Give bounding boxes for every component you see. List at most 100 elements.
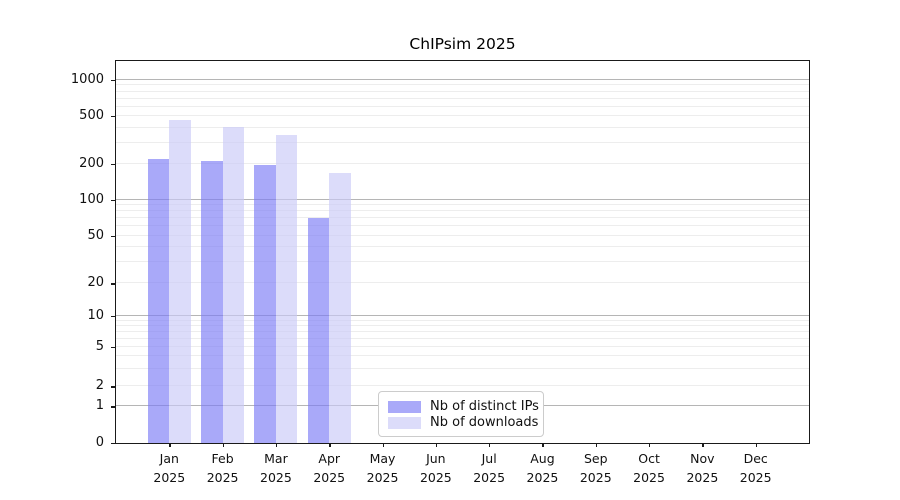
x-tick-year: 2025 xyxy=(473,470,506,485)
x-tick-month: Dec xyxy=(743,451,768,466)
y-gridline-minor xyxy=(116,225,809,227)
x-tick-mark xyxy=(702,443,704,447)
x-tick-month: Jan xyxy=(159,451,179,466)
y-tick-mark xyxy=(111,406,115,408)
x-tick-mark xyxy=(382,443,384,447)
x-tick-label: Mar 2025 xyxy=(244,449,308,487)
x-tick-mark xyxy=(222,443,224,447)
bar-nb-of-distinct-ips-jan xyxy=(147,159,170,443)
x-tick-label: Apr 2025 xyxy=(297,449,361,487)
x-tick-year: 2025 xyxy=(260,470,292,485)
y-gridline-minor xyxy=(116,345,809,347)
x-tick-label: Nov 2025 xyxy=(670,449,734,487)
x-tick-month: Nov xyxy=(690,451,715,466)
x-tick-label: Oct 2025 xyxy=(617,449,681,487)
x-tick-label: Dec 2025 xyxy=(724,449,788,487)
legend-label-distinct-ips: Nb of distinct IPs xyxy=(430,399,539,414)
y-tick-label: 10 xyxy=(87,307,104,323)
x-tick-mark xyxy=(169,443,171,447)
y-gridline-minor xyxy=(116,97,809,99)
y-tick-mark xyxy=(111,164,115,166)
x-tick-mark xyxy=(755,443,757,447)
y-tick-mark xyxy=(111,283,115,285)
x-tick-month: Jun xyxy=(426,451,446,466)
x-tick-month: Oct xyxy=(638,451,660,466)
y-gridline-minor xyxy=(116,330,809,332)
y-tick-mark xyxy=(111,443,115,445)
legend-label-downloads: Nb of downloads xyxy=(430,415,539,430)
y-gridline-minor xyxy=(116,105,809,107)
x-tick-mark xyxy=(329,443,331,447)
x-tick-label: Jul 2025 xyxy=(457,449,521,487)
y-tick-label: 1000 xyxy=(70,71,104,87)
y-tick-mark xyxy=(111,79,115,82)
bar-nb-of-distinct-ips-feb xyxy=(201,161,223,443)
y-tick-label: 100 xyxy=(79,191,104,207)
x-tick-year: 2025 xyxy=(313,470,346,485)
x-tick-year: 2025 xyxy=(366,470,399,485)
x-tick-year: 2025 xyxy=(153,470,186,485)
y-tick-mark xyxy=(111,315,115,318)
y-tick-label: 0 xyxy=(95,435,104,450)
x-tick-year: 2025 xyxy=(419,470,452,485)
y-gridline-minor xyxy=(116,367,809,369)
x-tick-month: Feb xyxy=(211,451,234,466)
y-tick-mark xyxy=(111,199,115,202)
x-tick-label: Feb 2025 xyxy=(191,449,255,487)
y-gridline-major xyxy=(116,78,809,80)
y-tick-mark xyxy=(111,116,115,118)
legend-swatch-distinct-ips xyxy=(388,400,421,413)
y-tick-label: 1 xyxy=(95,398,104,414)
x-tick-year: 2025 xyxy=(633,470,665,485)
y-tick-label: 2 xyxy=(95,378,104,394)
y-gridline-minor xyxy=(116,141,809,143)
y-gridline-minor xyxy=(116,204,809,206)
y-gridline-major xyxy=(116,198,809,200)
bar-nb-of-downloads-jan xyxy=(169,120,191,443)
y-tick-label: 200 xyxy=(79,156,104,172)
y-gridline-minor xyxy=(116,217,809,219)
x-tick-month: Aug xyxy=(530,451,555,466)
y-gridline-minor xyxy=(116,163,809,165)
y-gridline-minor xyxy=(116,337,809,339)
bar-nb-of-downloads-feb xyxy=(222,126,245,443)
x-tick-label: May 2025 xyxy=(351,449,415,487)
legend-item-distinct-ips: Nb of distinct IPs xyxy=(388,399,539,414)
x-tick-month: Jul xyxy=(481,451,497,466)
y-gridline-minor xyxy=(116,126,809,128)
x-tick-year: 2025 xyxy=(686,470,719,485)
y-gridline-minor xyxy=(116,246,809,248)
x-tick-label: Aug 2025 xyxy=(510,449,574,487)
y-gridline-minor xyxy=(116,90,809,92)
y-tick-label: 20 xyxy=(87,275,104,291)
y-tick-mark xyxy=(111,386,115,388)
x-tick-mark xyxy=(649,443,651,447)
x-tick-label: Jan 2025 xyxy=(137,449,201,487)
x-tick-mark xyxy=(435,443,438,447)
y-tick-label: 50 xyxy=(87,227,104,243)
chart-title: ChIPsim 2025 xyxy=(409,35,516,53)
plot-area xyxy=(115,60,810,444)
x-tick-year: 2025 xyxy=(206,470,239,485)
x-tick-mark xyxy=(595,443,598,447)
x-tick-mark xyxy=(489,443,491,447)
x-tick-mark xyxy=(542,443,544,447)
y-gridline-minor xyxy=(116,234,809,236)
bar-nb-of-distinct-ips-mar xyxy=(254,165,276,443)
y-tick-mark xyxy=(111,235,115,237)
y-gridline-minor xyxy=(116,385,809,387)
y-tick-mark xyxy=(111,346,115,349)
y-gridline-minor xyxy=(116,355,809,357)
x-tick-month: Sep xyxy=(583,451,608,466)
bar-nb-of-downloads-mar xyxy=(275,134,298,443)
bar-nb-of-downloads-apr xyxy=(329,172,351,443)
y-gridline-minor xyxy=(116,324,809,326)
y-gridline-minor xyxy=(116,115,809,117)
legend-swatch-downloads xyxy=(388,416,421,429)
y-gridline-minor xyxy=(116,210,809,212)
x-tick-label: Sep 2025 xyxy=(564,449,628,487)
y-tick-label: 500 xyxy=(79,108,104,124)
y-gridline-minor xyxy=(116,261,809,263)
bar-nb-of-distinct-ips-apr xyxy=(307,218,330,443)
y-gridline-minor xyxy=(116,319,809,321)
